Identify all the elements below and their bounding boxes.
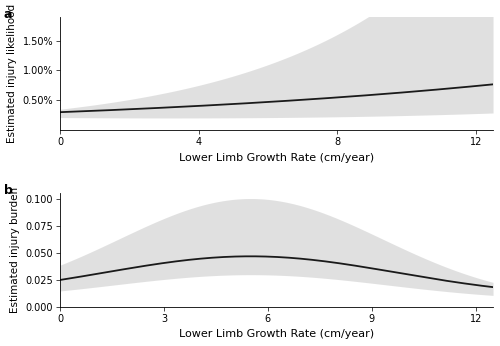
Text: b: b	[4, 184, 12, 197]
X-axis label: Lower Limb Growth Rate (cm/year): Lower Limb Growth Rate (cm/year)	[179, 153, 374, 163]
Text: a: a	[4, 8, 12, 20]
Y-axis label: Estimated injury likelihood: Estimated injury likelihood	[7, 4, 17, 143]
X-axis label: Lower Limb Growth Rate (cm/year): Lower Limb Growth Rate (cm/year)	[179, 329, 374, 339]
Y-axis label: Estimated injury burden: Estimated injury burden	[10, 187, 20, 313]
